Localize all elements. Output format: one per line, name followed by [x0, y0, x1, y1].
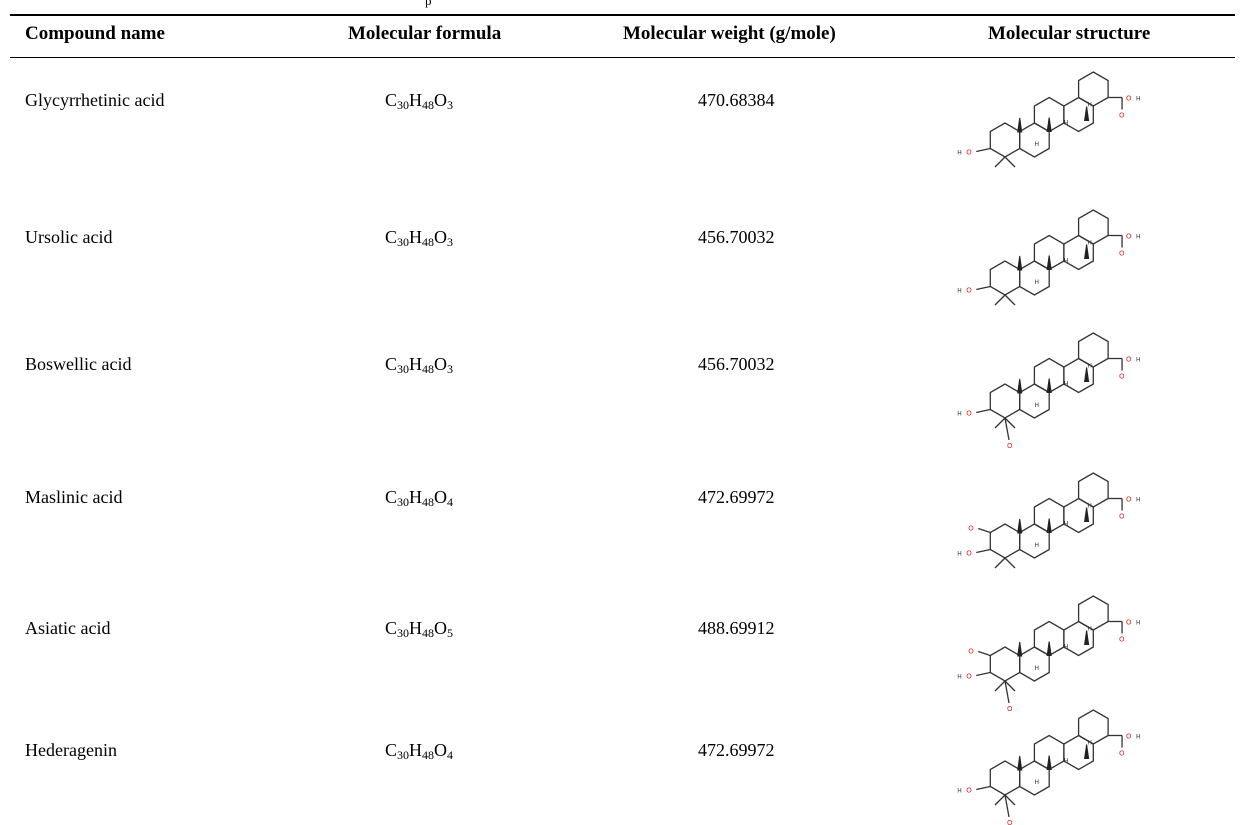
cell-molecular-formula: C30H48O3: [385, 227, 454, 249]
svg-text:H: H: [957, 788, 962, 795]
cell-molecular-weight: 456.70032: [698, 227, 775, 247]
svg-text:H: H: [1087, 240, 1092, 247]
svg-text:H: H: [1087, 363, 1092, 370]
svg-text:O: O: [1126, 619, 1132, 627]
svg-text:H: H: [957, 551, 962, 558]
svg-text:O: O: [1119, 750, 1125, 758]
svg-text:O: O: [966, 787, 972, 795]
header-molecular-formula: Molecular formula: [348, 23, 502, 44]
svg-text:H: H: [1136, 234, 1141, 241]
svg-text:O: O: [1126, 733, 1132, 741]
cell-molecular-formula: C30H48O5: [385, 618, 454, 640]
svg-text:O: O: [966, 287, 972, 295]
cell-molecular-formula: C30H48O4: [385, 740, 454, 762]
svg-text:H: H: [957, 674, 962, 681]
svg-text:H: H: [1034, 665, 1039, 672]
svg-text:H: H: [1064, 258, 1069, 265]
svg-text:H: H: [957, 288, 962, 295]
svg-text:H: H: [1136, 96, 1141, 103]
svg-text:O: O: [1126, 95, 1132, 103]
cell-molecular-weight: 472.69972: [698, 740, 775, 760]
svg-text:O: O: [1007, 705, 1013, 713]
svg-text:O: O: [1119, 250, 1125, 258]
table-header-rule: [10, 57, 1235, 58]
svg-text:H: H: [1064, 381, 1069, 388]
svg-text:H: H: [1136, 620, 1141, 627]
svg-text:O: O: [1126, 496, 1132, 504]
header-compound-name: Compound name: [25, 23, 165, 44]
svg-text:H: H: [1064, 120, 1069, 127]
svg-text:H: H: [1064, 521, 1069, 528]
cell-molecular-weight: 470.68384: [698, 90, 775, 110]
svg-text:H: H: [1087, 626, 1092, 633]
svg-text:H: H: [1034, 779, 1039, 786]
svg-text:H: H: [1034, 141, 1039, 148]
svg-text:O: O: [1007, 442, 1013, 450]
header-molecular-weight: Molecular weight (g/mole): [623, 23, 836, 44]
svg-text:O: O: [1119, 373, 1125, 381]
svg-text:O: O: [1007, 819, 1013, 825]
cell-molecular-formula: C30H48O4: [385, 487, 454, 509]
svg-text:H: H: [957, 411, 962, 418]
svg-text:O: O: [968, 525, 974, 533]
svg-text:O: O: [966, 149, 972, 157]
cell-molecular-formula: C30H48O3: [385, 90, 454, 112]
svg-text:O: O: [1126, 356, 1132, 364]
cell-compound-name: Ursolic acid: [25, 227, 113, 247]
svg-text:O: O: [1119, 636, 1125, 644]
svg-text:H: H: [1034, 279, 1039, 286]
svg-text:H: H: [1087, 503, 1092, 510]
svg-text:O: O: [966, 410, 972, 418]
svg-text:O: O: [1126, 233, 1132, 241]
svg-text:H: H: [957, 150, 962, 157]
svg-text:O: O: [1119, 112, 1125, 120]
cell-compound-name: Glycyrrhetinic acid: [25, 90, 165, 110]
svg-text:H: H: [1064, 644, 1069, 651]
svg-text:H: H: [1136, 357, 1141, 364]
svg-text:O: O: [968, 648, 974, 656]
svg-text:H: H: [1087, 102, 1092, 109]
cell-molecular-weight: 456.70032: [698, 354, 775, 374]
cell-compound-name: Maslinic acid: [25, 487, 123, 507]
svg-text:H: H: [1087, 740, 1092, 747]
svg-text:H: H: [1136, 734, 1141, 741]
table-top-rule: [10, 14, 1235, 16]
cell-molecular-formula: C30H48O3: [385, 354, 454, 376]
svg-text:O: O: [1119, 513, 1125, 521]
cell-compound-name: Asiatic acid: [25, 618, 111, 638]
cell-compound-name: Boswellic acid: [25, 354, 132, 374]
cell-compound-name: Hederagenin: [25, 740, 117, 760]
header-molecular-structure: Molecular structure: [988, 23, 1151, 44]
caption-fragment: p: [425, 0, 432, 8]
svg-text:H: H: [1034, 402, 1039, 409]
svg-text:H: H: [1034, 542, 1039, 549]
svg-text:H: H: [1136, 497, 1141, 504]
cell-molecular-weight: 472.69972: [698, 487, 775, 507]
svg-text:O: O: [966, 550, 972, 558]
cell-molecular-weight: 488.69912: [698, 618, 775, 638]
svg-text:H: H: [1064, 758, 1069, 765]
svg-text:O: O: [966, 673, 972, 681]
